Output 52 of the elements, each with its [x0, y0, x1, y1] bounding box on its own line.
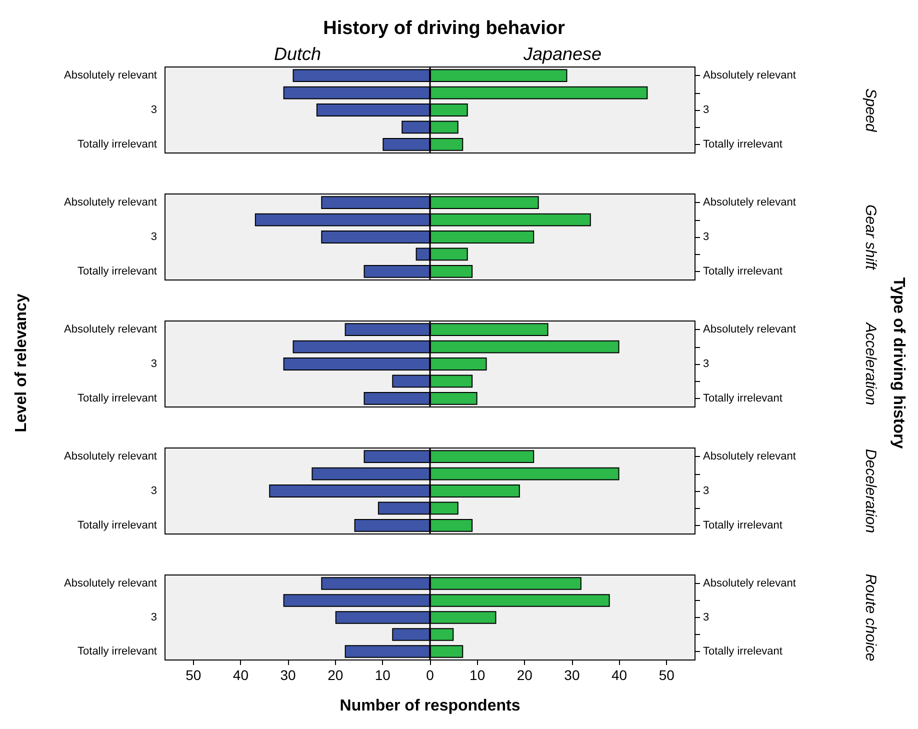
x-tick-label: 30: [280, 667, 296, 683]
y-axis-title: Level of relevancy: [13, 292, 31, 434]
y-tick-label: 3: [703, 612, 710, 624]
category-label: 3: [150, 104, 157, 116]
x-tick-label: 20: [516, 667, 533, 683]
category-label: Totally irrelevant: [78, 138, 157, 150]
y-tick-label: Absolutely relevant: [703, 196, 796, 209]
chart-title: History of driving behavior: [323, 18, 566, 39]
x-tick-label: 40: [232, 667, 249, 683]
y2-axis-title: Acceleration: [862, 322, 879, 406]
y-tick-label: Absolutely relevant: [703, 70, 796, 82]
y-tick-label: Totally irrelevant: [703, 519, 782, 532]
category-label: Absolutely relevant: [64, 324, 157, 336]
x-tick-label: 0: [426, 667, 434, 683]
category-label: 3: [150, 485, 157, 497]
category-label: 3: [150, 358, 157, 370]
series-label: Japanese: [522, 44, 602, 64]
y-tick-label: 3: [703, 104, 710, 116]
y-tick-label: Absolutely relevant: [703, 324, 796, 336]
category-label: Absolutely relevant: [64, 70, 157, 82]
y2-axis-title: Gear shift: [862, 204, 879, 270]
category-label: 3: [150, 231, 157, 243]
text: Type of driving history: [889, 276, 907, 451]
x-tick-label: 40: [611, 667, 628, 683]
y-tick-label: 3: [703, 358, 710, 370]
x-tick-label: 50: [186, 667, 202, 683]
category-label: Totally irrelevant: [78, 519, 157, 532]
y-tick-label: Totally irrelevant: [703, 392, 782, 404]
category-label: Totally irrelevant: [78, 392, 157, 404]
x-tick-label: 50: [658, 667, 675, 683]
x-tick-label: 30: [564, 667, 580, 683]
y-tick-label: Totally irrelevant: [703, 646, 782, 658]
category-label: Totally irrelevant: [78, 265, 157, 278]
x-tick-label: 10: [470, 667, 486, 683]
y-tick-label: 3: [703, 485, 710, 497]
y-tick-label: Totally irrelevant: [703, 265, 782, 278]
category-label: Absolutely relevant: [64, 196, 157, 209]
category-label: 3: [150, 612, 157, 624]
x-tick-label: 20: [328, 667, 344, 683]
x-tick-label: 10: [374, 667, 391, 683]
series-label: Dutch: [274, 44, 322, 64]
x-axis-title: Number of respondents: [340, 698, 520, 714]
y-tick-label: 3: [703, 231, 710, 243]
category-label: Absolutely relevant: [64, 450, 157, 463]
category-label: Totally irrelevant: [78, 646, 157, 658]
y-tick-label: Absolutely relevant: [703, 578, 796, 590]
y-tick-label: Absolutely relevant: [703, 450, 796, 463]
y-tick-label: Totally irrelevant: [703, 138, 782, 150]
category-label: Absolutely relevant: [64, 578, 157, 590]
y2-axis-title: Speed: [862, 88, 879, 132]
y2-axis-title: Deceleration: [862, 448, 879, 534]
y2-axis-title: Route choice: [862, 574, 879, 662]
